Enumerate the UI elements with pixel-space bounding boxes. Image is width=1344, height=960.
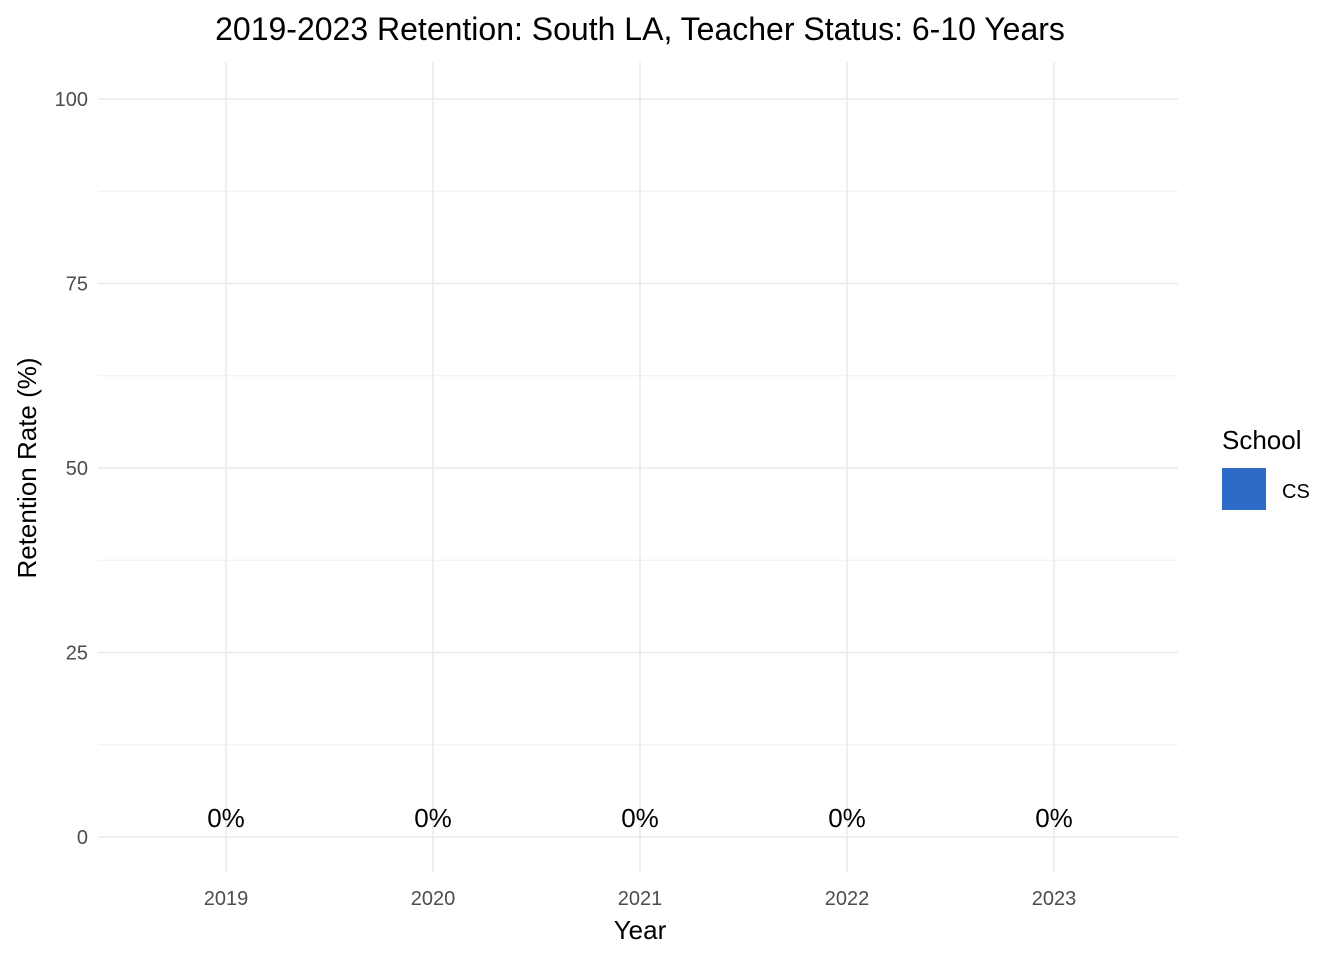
- x-tick-label: 2019: [204, 888, 249, 910]
- data-labels: 0% 0% 0% 0% 0%: [207, 803, 1073, 833]
- y-axis-title: Retention Rate (%): [12, 357, 42, 578]
- grid: [98, 62, 1178, 872]
- y-tick-label: 25: [66, 643, 88, 665]
- x-axis-title: Year: [614, 915, 667, 945]
- chart-title: 2019-2023 Retention: South LA, Teacher S…: [215, 11, 1065, 47]
- x-axis-ticks: 2019 2020 2021 2022 2023: [204, 888, 1077, 910]
- data-label: 0%: [828, 803, 866, 833]
- y-tick-label: 0: [77, 827, 88, 849]
- data-label: 0%: [1035, 803, 1073, 833]
- legend: School CS: [1222, 425, 1310, 510]
- legend-label-cs: CS: [1282, 481, 1310, 503]
- data-label: 0%: [621, 803, 659, 833]
- x-tick-label: 2021: [618, 888, 663, 910]
- y-tick-label: 100: [55, 89, 88, 111]
- x-tick-label: 2020: [411, 888, 456, 910]
- legend-title: School: [1222, 425, 1302, 455]
- legend-swatch-cs: [1222, 468, 1266, 510]
- y-axis-ticks: 0 25 50 75 100: [55, 89, 88, 849]
- data-label: 0%: [414, 803, 452, 833]
- x-tick-label: 2022: [825, 888, 870, 910]
- x-tick-label: 2023: [1032, 888, 1077, 910]
- y-tick-label: 50: [66, 458, 88, 480]
- data-label: 0%: [207, 803, 245, 833]
- y-tick-label: 75: [66, 274, 88, 296]
